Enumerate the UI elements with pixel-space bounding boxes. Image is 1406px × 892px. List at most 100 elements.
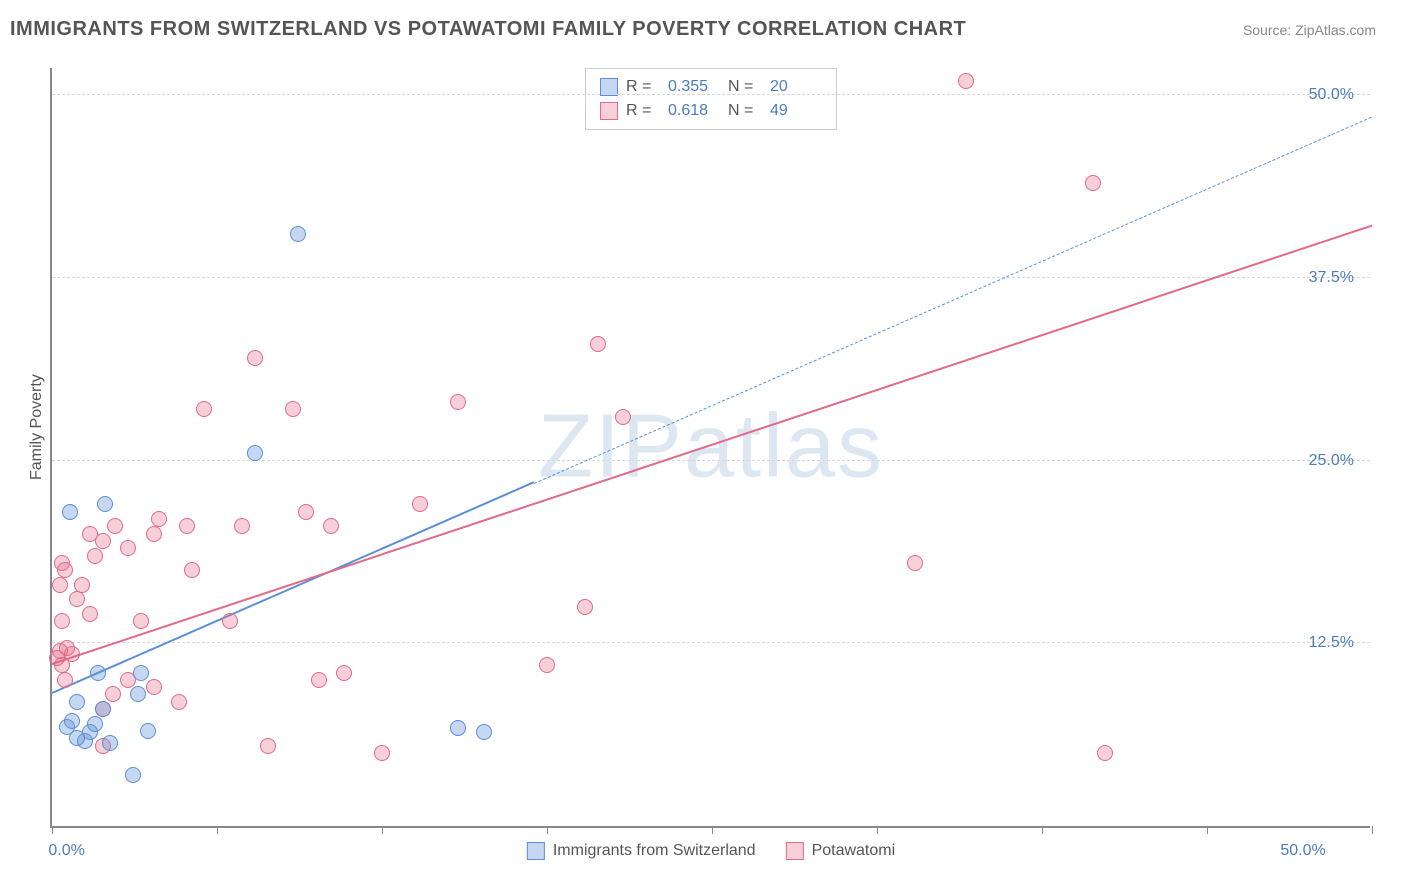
data-point bbox=[151, 511, 167, 527]
legend-item: Potawatomi bbox=[786, 842, 896, 860]
data-point bbox=[125, 767, 141, 783]
data-point bbox=[97, 496, 113, 512]
x-tick bbox=[1207, 826, 1208, 834]
data-point bbox=[87, 716, 103, 732]
data-point bbox=[311, 672, 327, 688]
data-point bbox=[82, 606, 98, 622]
data-point bbox=[107, 518, 123, 534]
data-point bbox=[450, 720, 466, 736]
gridline bbox=[52, 94, 1370, 95]
correlation-legend: R = 0.355 N = 20 R = 0.618 N = 49 bbox=[585, 68, 837, 130]
data-point bbox=[54, 613, 70, 629]
data-point bbox=[184, 562, 200, 578]
x-tick bbox=[382, 826, 383, 834]
source-label: Source: ZipAtlas.com bbox=[1243, 22, 1396, 38]
data-point bbox=[57, 672, 73, 688]
data-point bbox=[120, 540, 136, 556]
data-point bbox=[958, 73, 974, 89]
data-point bbox=[590, 336, 606, 352]
x-tick-label: 50.0% bbox=[1280, 842, 1325, 860]
data-point bbox=[1085, 175, 1101, 191]
data-point bbox=[374, 745, 390, 761]
y-tick-label: 12.5% bbox=[1309, 634, 1354, 652]
data-point bbox=[133, 613, 149, 629]
chart-title: IMMIGRANTS FROM SWITZERLAND VS POTAWATOM… bbox=[10, 18, 966, 41]
data-point bbox=[577, 599, 593, 615]
data-point bbox=[222, 613, 238, 629]
legend-swatch-icon bbox=[527, 842, 545, 860]
data-point bbox=[336, 665, 352, 681]
data-point bbox=[69, 694, 85, 710]
data-point bbox=[1097, 745, 1113, 761]
x-tick-label: 0.0% bbox=[48, 842, 84, 860]
data-point bbox=[130, 686, 146, 702]
data-point bbox=[247, 445, 263, 461]
source-link[interactable]: ZipAtlas.com bbox=[1295, 22, 1376, 38]
data-point bbox=[69, 591, 85, 607]
legend-item: Immigrants from Switzerland bbox=[527, 842, 756, 860]
legend-n-value: 49 bbox=[770, 102, 822, 120]
legend-r-value: 0.618 bbox=[668, 102, 720, 120]
legend-row: R = 0.355 N = 20 bbox=[600, 75, 822, 99]
data-point bbox=[146, 679, 162, 695]
data-point bbox=[450, 394, 466, 410]
legend-series-label: Immigrants from Switzerland bbox=[553, 842, 756, 860]
data-point bbox=[90, 665, 106, 681]
data-point bbox=[62, 504, 78, 520]
data-point bbox=[476, 724, 492, 740]
x-tick bbox=[1372, 826, 1373, 834]
data-point bbox=[54, 555, 70, 571]
trend-line bbox=[534, 116, 1372, 483]
data-point bbox=[171, 694, 187, 710]
trend-line bbox=[52, 225, 1373, 665]
x-tick bbox=[712, 826, 713, 834]
data-point bbox=[140, 723, 156, 739]
data-point bbox=[234, 518, 250, 534]
data-point bbox=[87, 548, 103, 564]
trend-line bbox=[52, 482, 535, 695]
legend-r-label: R = bbox=[626, 102, 660, 120]
legend-series-label: Potawatomi bbox=[812, 842, 896, 860]
y-tick-label: 37.5% bbox=[1309, 269, 1354, 287]
x-tick bbox=[877, 826, 878, 834]
legend-n-label: N = bbox=[728, 102, 762, 120]
gridline bbox=[52, 642, 1370, 643]
data-point bbox=[196, 401, 212, 417]
data-point bbox=[105, 686, 121, 702]
data-point bbox=[52, 577, 68, 593]
data-point bbox=[247, 350, 263, 366]
data-point bbox=[298, 504, 314, 520]
chart-header: IMMIGRANTS FROM SWITZERLAND VS POTAWATOM… bbox=[10, 18, 1396, 41]
x-tick bbox=[217, 826, 218, 834]
data-point bbox=[412, 496, 428, 512]
data-point bbox=[539, 657, 555, 673]
data-point bbox=[146, 526, 162, 542]
data-point bbox=[133, 665, 149, 681]
x-tick bbox=[1042, 826, 1043, 834]
y-tick-label: 25.0% bbox=[1309, 452, 1354, 470]
data-point bbox=[74, 577, 90, 593]
scatter-plot: ZIPatlas R = 0.355 N = 20 R = 0.618 N = … bbox=[50, 68, 1370, 828]
data-point bbox=[64, 713, 80, 729]
data-point bbox=[323, 518, 339, 534]
gridline bbox=[52, 277, 1370, 278]
data-point bbox=[95, 533, 111, 549]
data-point bbox=[907, 555, 923, 571]
legend-swatch-icon bbox=[600, 102, 618, 120]
x-tick bbox=[52, 826, 53, 834]
source-prefix: Source: bbox=[1243, 22, 1295, 38]
legend-swatch-icon bbox=[786, 842, 804, 860]
data-point bbox=[290, 226, 306, 242]
data-point bbox=[615, 409, 631, 425]
data-point bbox=[179, 518, 195, 534]
data-point bbox=[285, 401, 301, 417]
x-tick bbox=[547, 826, 548, 834]
data-point bbox=[102, 735, 118, 751]
data-point bbox=[64, 646, 80, 662]
series-legend: Immigrants from Switzerland Potawatomi bbox=[527, 842, 895, 860]
y-tick-label: 50.0% bbox=[1309, 86, 1354, 104]
data-point bbox=[95, 701, 111, 717]
legend-row: R = 0.618 N = 49 bbox=[600, 99, 822, 123]
data-point bbox=[260, 738, 276, 754]
y-axis-label: Family Poverty bbox=[28, 374, 46, 480]
